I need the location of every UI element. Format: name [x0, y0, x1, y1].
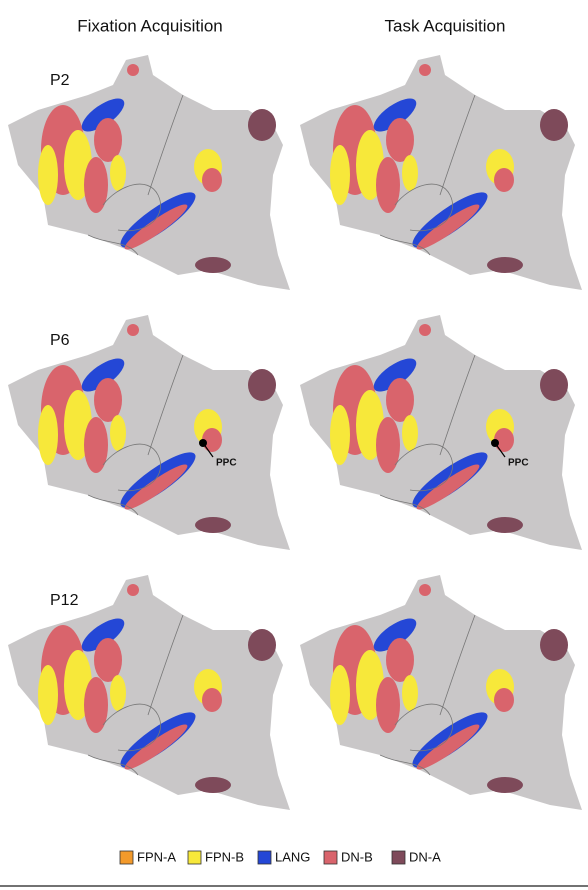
column-title: Task Acquisition	[385, 16, 506, 35]
flatmaps	[7, 54, 583, 811]
legend-label: DN-B	[341, 849, 373, 864]
legend-swatch	[391, 850, 406, 865]
flatmap	[7, 54, 291, 291]
legend-swatch	[257, 850, 272, 865]
legend-swatch	[119, 850, 134, 865]
legend-label: LANG	[275, 849, 310, 864]
flatmap	[7, 314, 291, 551]
row-label: P12	[50, 592, 79, 609]
flatmap	[299, 574, 583, 811]
pointer-dot	[491, 439, 499, 447]
annotation: PPC	[508, 458, 529, 469]
annotation: PPC	[216, 458, 237, 469]
column-title: Fixation Acquisition	[77, 16, 223, 35]
flatmap	[7, 574, 291, 811]
legend-swatch	[187, 850, 202, 865]
legend-label: FPN-A	[137, 849, 176, 864]
row-label: P2	[50, 72, 70, 89]
legend-label: FPN-B	[205, 849, 244, 864]
row-label: P6	[50, 332, 70, 349]
legend-label: DN-A	[409, 849, 441, 864]
flatmap	[299, 314, 583, 551]
flatmap	[299, 54, 583, 291]
pointer-dot	[199, 439, 207, 447]
legend-swatch	[323, 850, 338, 865]
